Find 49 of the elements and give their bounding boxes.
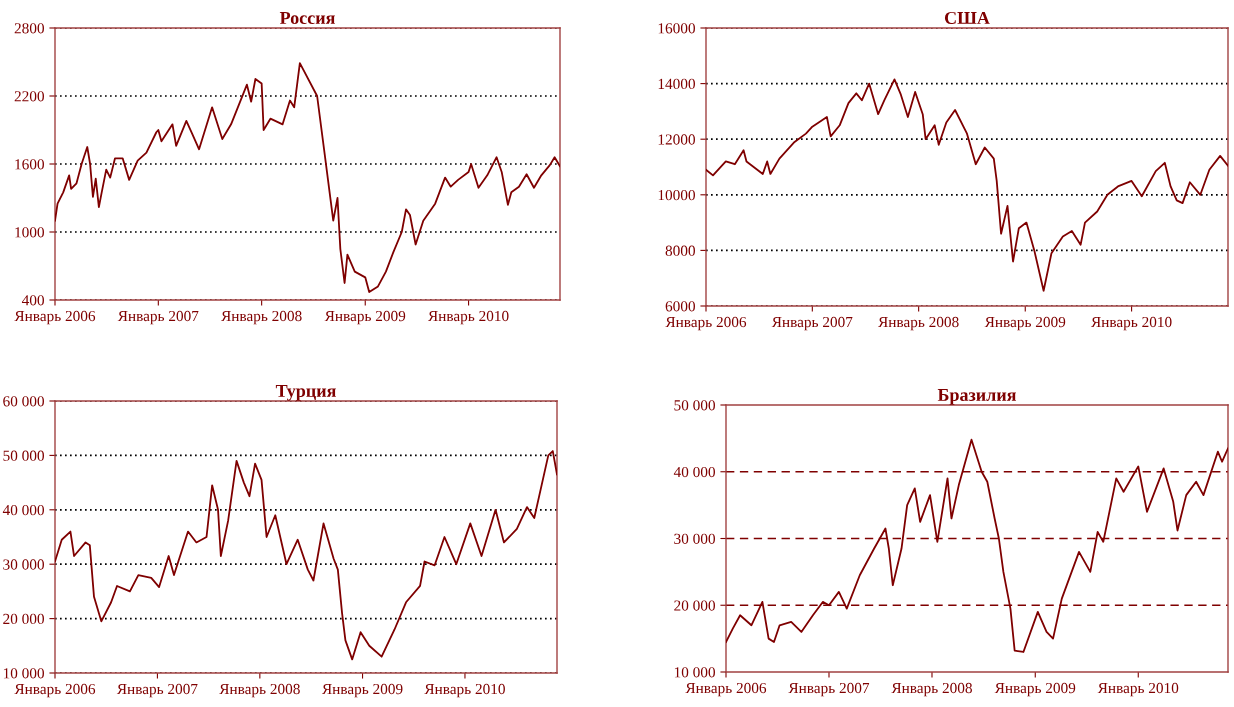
x-tick-label: Январь 2008 bbox=[221, 310, 302, 325]
y-tick-label: 8000 bbox=[665, 245, 695, 256]
y-tick-label: 20 000 bbox=[3, 613, 44, 625]
x-tick-label: Январь 2007 bbox=[788, 682, 870, 697]
x-tick-label: Январь 2010 bbox=[1097, 682, 1179, 697]
y-tick-label: 50 000 bbox=[3, 450, 44, 461]
x-tick-label: Январь 2007 bbox=[116, 683, 198, 698]
y-tick-label: 30 000 bbox=[674, 533, 715, 544]
y-tick-label: 60 000 bbox=[3, 396, 44, 407]
line-series bbox=[55, 62, 560, 293]
x-tick-label: Январь 2006 bbox=[14, 683, 96, 698]
y-tick-label: 40 000 bbox=[2, 504, 44, 516]
y-tick-label: 1000 bbox=[15, 227, 44, 238]
y-tick-label: 10 000 bbox=[674, 667, 715, 678]
x-tick-label: Январь 2007 bbox=[117, 310, 199, 325]
x-tick-label: Январь 2006 bbox=[665, 316, 747, 331]
y-tick-label: 10000 bbox=[658, 189, 695, 201]
x-tick-label: Январь 2009 bbox=[322, 683, 403, 698]
line-series bbox=[726, 438, 1228, 653]
y-tick-label: 30 000 bbox=[3, 559, 44, 570]
y-tick-label: 10 000 bbox=[3, 668, 44, 679]
y-tick-label: 2800 bbox=[14, 23, 44, 34]
y-tick-label: 40 000 bbox=[673, 466, 715, 478]
x-tick-label: Январь 2008 bbox=[891, 682, 972, 697]
line-series bbox=[706, 78, 1228, 292]
x-tick-label: Январь 2009 bbox=[984, 316, 1066, 331]
chart-title: Бразилия bbox=[937, 389, 1017, 405]
y-tick-label: 14000 bbox=[658, 78, 695, 90]
y-tick-label: 2200 bbox=[14, 91, 44, 102]
y-tick-label: 1600 bbox=[15, 159, 44, 170]
chart-title: США bbox=[944, 11, 990, 25]
x-tick-label: Январь 2006 bbox=[14, 310, 96, 325]
y-tick-label: 16000 bbox=[658, 23, 695, 34]
x-tick-label: Январь 2008 bbox=[219, 683, 300, 698]
x-tick-label: Январь 2008 bbox=[878, 316, 959, 331]
x-tick-label: Январь 2010 bbox=[428, 310, 509, 325]
y-tick-label: 50 000 bbox=[674, 400, 715, 411]
x-tick-label: Январь 2006 bbox=[685, 682, 767, 697]
x-tick-label: Январь 2009 bbox=[994, 682, 1076, 697]
y-tick-label: 12000 bbox=[658, 134, 695, 145]
x-tick-label: Январь 2010 bbox=[1091, 316, 1172, 331]
chart-title: Турция bbox=[275, 385, 336, 401]
x-tick-label: Январь 2007 bbox=[771, 316, 853, 331]
y-tick-label: 20 000 bbox=[674, 600, 715, 611]
y-tick-label: 400 bbox=[21, 295, 44, 306]
chart-title: Россия bbox=[279, 12, 335, 25]
x-tick-label: Январь 2009 bbox=[324, 310, 406, 325]
y-tick-label: 6000 bbox=[665, 301, 695, 312]
x-tick-label: Январь 2010 bbox=[424, 683, 505, 698]
